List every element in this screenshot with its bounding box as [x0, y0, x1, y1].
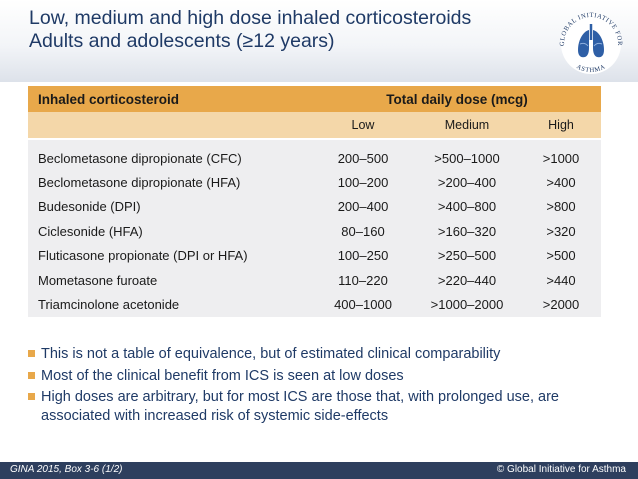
dose-medium: >400–800 — [413, 194, 521, 220]
table-row: Fluticasone propionate (DPI or HFA) 100–… — [28, 243, 602, 268]
dose-low: 100–200 — [313, 170, 413, 195]
header-band: Low, medium and high dose inhaled cortic… — [0, 0, 638, 82]
table-row: Beclometasone dipropionate (HFA) 100–200… — [28, 170, 602, 195]
logo-text-bottom: ASTHMA — [575, 63, 606, 74]
dose-low: 200–400 — [313, 194, 413, 220]
table-row: Mometasone furoate 110–220 >220–440 >440 — [28, 267, 602, 293]
bullet-square-icon — [28, 350, 35, 357]
bullet-list: This is not a table of equivalence, but … — [28, 345, 608, 428]
column-header-ics: Inhaled corticosteroid — [28, 86, 313, 112]
dose-medium: >1000–2000 — [413, 292, 521, 317]
bullet-square-icon — [28, 393, 35, 400]
drug-name: Triamcinolone acetonide — [28, 292, 313, 317]
title-line-1: Low, medium and high dose inhaled cortic… — [29, 7, 472, 29]
dose-high: >800 — [521, 194, 602, 220]
subheader-empty — [28, 112, 313, 139]
dose-high: >1000 — [521, 139, 602, 171]
subheader-high: High — [521, 112, 602, 139]
dose-high: >400 — [521, 170, 602, 195]
dose-low: 110–220 — [313, 267, 413, 293]
dose-medium: >500–1000 — [413, 139, 521, 171]
drug-name: Budesonide (DPI) — [28, 194, 313, 220]
dose-low: 400–1000 — [313, 292, 413, 317]
dose-low: 80–160 — [313, 219, 413, 244]
table-row: Triamcinolone acetonide 400–1000 >1000–2… — [28, 292, 602, 317]
footer-bar: GINA 2015, Box 3-6 (1/2) © Global Initia… — [0, 462, 638, 479]
list-item: High doses are arbitrary, but for most I… — [28, 388, 608, 425]
table-row: Budesonide (DPI) 200–400 >400–800 >800 — [28, 194, 602, 220]
ics-dose-table: Inhaled corticosteroid Total daily dose … — [28, 86, 602, 317]
table-row: Beclometasone dipropionate (CFC) 200–500… — [28, 139, 602, 171]
dose-medium: >200–400 — [413, 170, 521, 195]
dose-medium: >160–320 — [413, 219, 521, 244]
footer-copyright: © Global Initiative for Asthma — [496, 464, 626, 475]
gina-logo-icon: GLOBAL INITIATIVE FOR ASTHMA — [559, 12, 622, 74]
dose-high: >320 — [521, 219, 602, 244]
bullet-square-icon — [28, 371, 35, 379]
bullet-text: High doses are arbitrary, but for most I… — [41, 389, 559, 424]
bullet-text: Most of the clinical benefit from ICS is… — [41, 367, 404, 384]
list-item: Most of the clinical benefit from ICS is… — [28, 367, 608, 386]
dose-low: 200–500 — [313, 139, 413, 171]
drug-name: Beclometasone dipropionate (CFC) — [28, 139, 313, 171]
column-header-total-daily-dose: Total daily dose (mcg) — [313, 86, 602, 112]
dose-high: >440 — [521, 267, 602, 293]
svg-text:ASTHMA: ASTHMA — [575, 63, 607, 74]
table-row: Ciclesonide (HFA) 80–160 >160–320 >320 — [28, 219, 602, 244]
drug-name: Mometasone furoate — [28, 267, 313, 293]
title-line-2: Adults and adolescents (≥12 years) — [29, 30, 335, 52]
subheader-low: Low — [313, 112, 413, 139]
dose-low: 100–250 — [313, 243, 413, 268]
slide-title: Low, medium and high dose inhaled cortic… — [29, 7, 471, 53]
footer-source: GINA 2015, Box 3-6 (1/2) — [10, 464, 123, 475]
dose-high: >500 — [521, 243, 602, 268]
drug-name: Beclometasone dipropionate (HFA) — [28, 170, 313, 195]
bullet-text: This is not a table of equivalence, but … — [41, 346, 501, 362]
dose-medium: >250–500 — [413, 243, 521, 268]
dose-high: >2000 — [521, 292, 602, 317]
list-item: This is not a table of equivalence, but … — [28, 345, 608, 364]
subheader-medium: Medium — [413, 112, 521, 139]
drug-name: Ciclesonide (HFA) — [28, 219, 313, 244]
dose-medium: >220–440 — [413, 267, 521, 293]
drug-name: Fluticasone propionate (DPI or HFA) — [28, 243, 313, 268]
